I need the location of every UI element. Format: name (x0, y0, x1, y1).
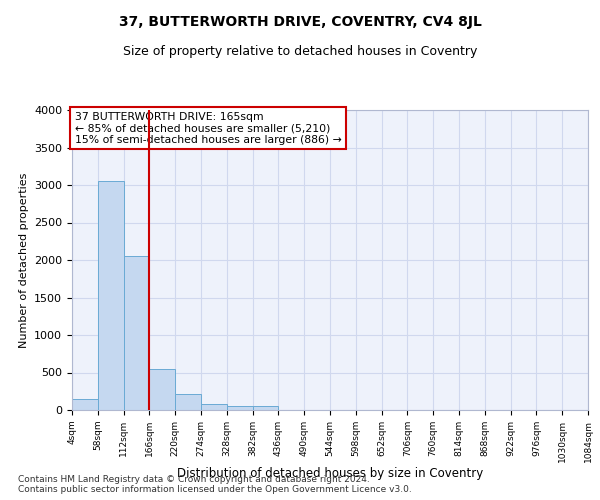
Text: Size of property relative to detached houses in Coventry: Size of property relative to detached ho… (123, 45, 477, 58)
Text: 37 BUTTERWORTH DRIVE: 165sqm
← 85% of detached houses are smaller (5,210)
15% of: 37 BUTTERWORTH DRIVE: 165sqm ← 85% of de… (74, 112, 341, 144)
Bar (149, 369, 175, 410)
Bar (201, 404, 227, 410)
Text: Contains HM Land Registry data © Crown copyright and database right 2024.: Contains HM Land Registry data © Crown c… (18, 476, 370, 484)
Bar (72, 399, 98, 410)
X-axis label: Distribution of detached houses by size in Coventry: Distribution of detached houses by size … (177, 468, 483, 480)
Bar (253, 406, 278, 410)
Bar (175, 394, 201, 410)
Text: 37, BUTTERWORTH DRIVE, COVENTRY, CV4 8JL: 37, BUTTERWORTH DRIVE, COVENTRY, CV4 8JL (119, 15, 481, 29)
Y-axis label: Number of detached properties: Number of detached properties (19, 172, 29, 348)
Text: Contains public sector information licensed under the Open Government Licence v3: Contains public sector information licen… (18, 486, 412, 494)
Bar (227, 406, 253, 410)
Bar (98, 181, 124, 410)
Bar (124, 256, 149, 410)
